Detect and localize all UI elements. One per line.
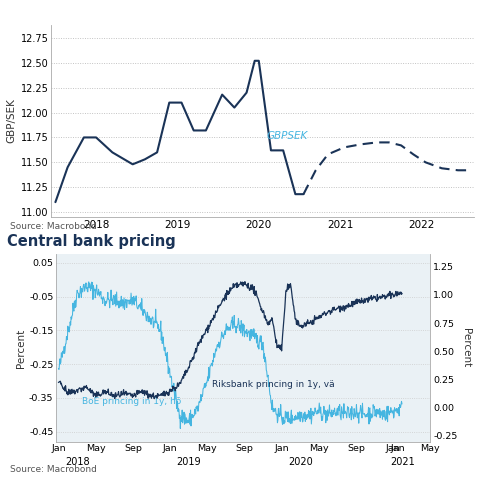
Text: 2019: 2019 bbox=[176, 457, 201, 467]
Y-axis label: GBP/SEK: GBP/SEK bbox=[6, 99, 17, 143]
Text: Source: Macrobond: Source: Macrobond bbox=[10, 465, 97, 474]
Text: Central bank pricing: Central bank pricing bbox=[7, 235, 176, 250]
Y-axis label: Percent: Percent bbox=[16, 328, 26, 368]
Text: 2018: 2018 bbox=[65, 457, 89, 467]
Text: BoE princing in 1y, hō: BoE princing in 1y, hō bbox=[81, 397, 181, 406]
Text: 2021: 2021 bbox=[389, 457, 414, 467]
Y-axis label: Percent: Percent bbox=[460, 328, 470, 368]
Text: 2020: 2020 bbox=[287, 457, 312, 467]
Text: GBPSEK: GBPSEK bbox=[266, 131, 307, 141]
Text: Source: Macrobond: Source: Macrobond bbox=[10, 222, 97, 231]
Text: Riksbank princing in 1y, vä: Riksbank princing in 1y, vä bbox=[211, 380, 334, 389]
